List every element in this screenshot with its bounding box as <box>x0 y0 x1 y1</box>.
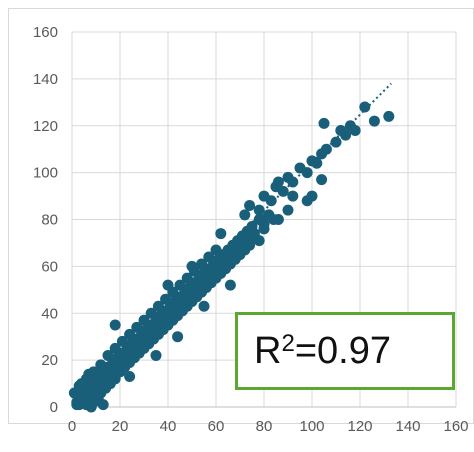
data-point <box>282 204 294 216</box>
data-point <box>239 209 251 221</box>
data-point <box>196 258 208 270</box>
data-point <box>287 190 299 202</box>
data-point <box>272 214 284 225</box>
x-tick-label: 0 <box>68 418 76 435</box>
y-tick-label: 120 <box>33 118 58 135</box>
data-point <box>265 195 277 207</box>
data-point <box>76 378 88 390</box>
data-point <box>256 214 268 225</box>
y-tick-label: 0 <box>50 399 58 416</box>
data-point <box>150 349 162 361</box>
r-squared-label: R2=0.97 <box>254 330 391 373</box>
x-tick-label: 80 <box>256 418 273 435</box>
x-tick-label: 140 <box>395 418 420 435</box>
data-point <box>368 115 380 127</box>
data-point <box>131 321 143 333</box>
data-point <box>162 279 174 291</box>
axis-layer <box>71 32 456 408</box>
data-point <box>301 167 313 179</box>
r-squared-value: =0.97 <box>294 329 391 372</box>
data-point <box>287 176 299 188</box>
data-point <box>174 279 186 291</box>
data-point <box>186 260 198 272</box>
data-point <box>316 174 328 186</box>
data-point <box>383 110 395 122</box>
data-point <box>116 335 128 347</box>
data-point <box>102 349 114 361</box>
data-point <box>253 235 265 247</box>
data-point <box>138 314 150 326</box>
x-tick-label: 160 <box>443 418 468 435</box>
y-tick-label: 20 <box>41 352 58 369</box>
data-point <box>172 331 184 343</box>
y-tick-label: 60 <box>41 258 58 275</box>
data-point <box>109 342 121 354</box>
data-point <box>109 319 121 331</box>
data-point <box>215 228 227 240</box>
tick-layer: 0 20 40 60 80 100 120 140 160 0 20 40 60 80 100 120 140 1… <box>33 24 469 435</box>
data-point <box>349 124 361 136</box>
point-layer <box>68 101 395 413</box>
data-point <box>253 204 265 216</box>
y-tick-label: 140 <box>33 71 58 88</box>
data-point <box>95 359 107 371</box>
data-point <box>244 239 256 251</box>
data-point <box>145 307 157 319</box>
data-point <box>330 136 342 148</box>
data-point <box>210 244 222 256</box>
data-point <box>224 279 236 291</box>
data-point <box>203 251 215 263</box>
data-point <box>272 176 284 188</box>
data-point <box>124 371 136 383</box>
y-tick-label: 100 <box>33 165 58 182</box>
data-point <box>124 328 136 340</box>
r-squared-box: R2=0.97 <box>235 312 455 390</box>
y-tick-label: 80 <box>41 212 58 229</box>
data-point <box>97 399 109 411</box>
data-point <box>258 223 270 235</box>
data-point <box>340 129 352 141</box>
data-point <box>244 199 256 211</box>
data-point <box>277 185 289 197</box>
data-point <box>152 300 164 312</box>
x-tick-label: 60 <box>208 418 225 435</box>
data-point <box>320 143 332 155</box>
y-tick-label: 160 <box>33 24 58 41</box>
x-tick-label: 40 <box>160 418 177 435</box>
y-tick-label: 40 <box>41 305 58 322</box>
data-point <box>68 387 80 399</box>
r-squared-exponent: 2 <box>281 329 295 357</box>
data-point <box>311 157 323 169</box>
data-point <box>318 117 330 129</box>
data-point <box>359 101 371 113</box>
data-point <box>181 272 193 284</box>
data-point <box>198 300 210 312</box>
data-point <box>306 190 318 202</box>
r-squared-symbol: R <box>254 329 282 372</box>
x-tick-label: 20 <box>112 418 129 435</box>
x-tick-label: 100 <box>299 418 324 435</box>
data-point <box>160 293 172 305</box>
x-tick-label: 120 <box>347 418 372 435</box>
data-point <box>83 368 95 380</box>
